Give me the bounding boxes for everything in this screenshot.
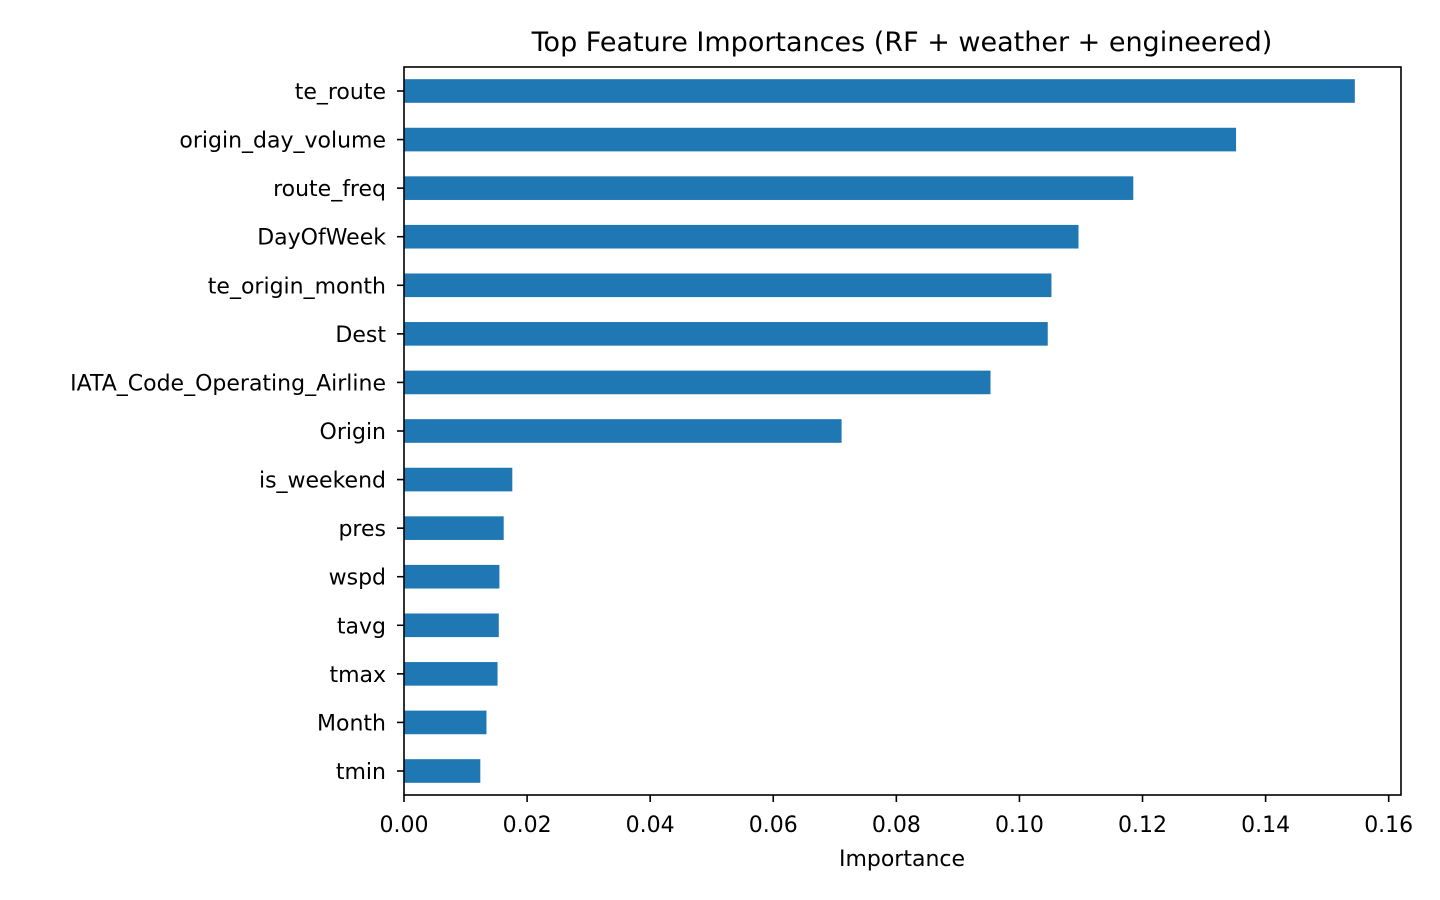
bar-tmin — [404, 759, 481, 783]
plot-frame — [403, 66, 1402, 796]
chart-title: Top Feature Importances (RF + weather + … — [531, 27, 1273, 58]
x-tick-label: 0.02 — [503, 813, 552, 838]
x-axis-label: Importance — [839, 847, 965, 872]
y-tick-label: Origin — [320, 420, 387, 445]
bar-route_freq — [404, 176, 1134, 200]
y-tick-label: wspd — [329, 566, 386, 591]
x-tick-label: 0.12 — [1118, 813, 1167, 838]
y-tick-label: origin_day_volume — [179, 129, 386, 154]
y-tick-label: Dest — [335, 323, 386, 348]
bar-te_origin_month — [404, 273, 1052, 298]
bar-tavg — [404, 613, 499, 638]
y-tick-label: Month — [317, 711, 386, 736]
bars-layer — [404, 79, 1355, 783]
y-tick-label: pres — [338, 517, 386, 542]
bar-Origin — [404, 419, 842, 443]
x-tick-label: 0.16 — [1364, 813, 1413, 838]
bar-IATA_Code_Operating_Airline — [404, 370, 991, 395]
x-axis: 0.00 0.02 0.04 0.06 0.08 0.10 0.12 0.14 0.16 — [380, 795, 1413, 838]
y-tick-label: IATA_Code_Operating_Airline — [70, 371, 386, 396]
bar-tmax — [404, 662, 498, 686]
x-tick-label: 0.10 — [995, 813, 1044, 838]
x-tick-label: 0.06 — [749, 813, 798, 838]
bar-Dest — [404, 322, 1048, 346]
bar-origin_day_volume — [404, 127, 1237, 152]
y-tick-label: tavg — [337, 614, 386, 639]
bar-Month — [404, 710, 487, 735]
y-axis: te_route origin_day_volume route_freq DayOf… — [70, 80, 404, 785]
bar-pres — [404, 516, 504, 540]
y-tick-label: tmax — [329, 663, 386, 688]
y-tick-label: route_freq — [273, 177, 386, 202]
bar-wspd — [404, 564, 500, 589]
x-tick-label: 0.08 — [872, 813, 921, 838]
bar-is_weekend — [404, 467, 513, 492]
x-tick-label: 0.14 — [1241, 813, 1290, 838]
y-tick-label: te_route — [295, 80, 386, 105]
x-tick-label: 0.04 — [626, 813, 675, 838]
x-tick-label: 0.00 — [380, 813, 429, 838]
y-tick-label: DayOfWeek — [257, 226, 386, 251]
y-tick-label: is_weekend — [259, 469, 386, 494]
y-tick-label: te_origin_month — [208, 274, 386, 299]
bar-DayOfWeek — [404, 224, 1079, 249]
bar-te_route — [404, 79, 1355, 103]
y-tick-label: tmin — [336, 760, 386, 785]
